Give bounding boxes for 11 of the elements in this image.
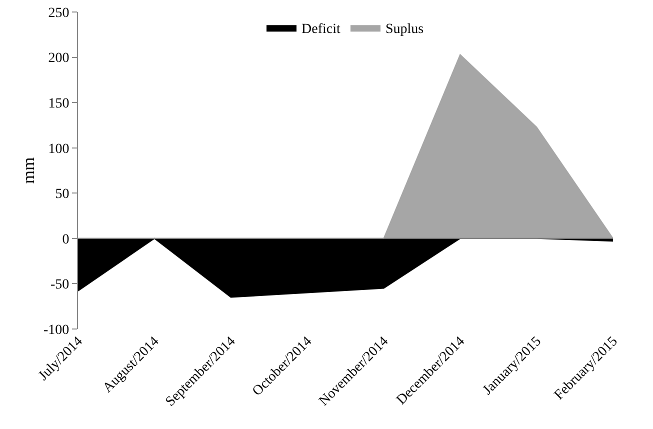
- y-tick-label: 100: [48, 142, 70, 157]
- y-tick-label: -50: [50, 278, 70, 293]
- y-tick-label: 200: [48, 51, 70, 66]
- y-tick-label: 250: [48, 6, 70, 21]
- y-tick-label: -100: [44, 322, 70, 338]
- legend-label: Suplus: [385, 22, 424, 38]
- y-tick-label: 50: [55, 187, 70, 202]
- legend-label: Deficit: [302, 22, 340, 38]
- y-tick-label: 0: [62, 232, 70, 248]
- y-tick-label: 150: [48, 96, 70, 112]
- y-axis-title: mm: [19, 157, 38, 184]
